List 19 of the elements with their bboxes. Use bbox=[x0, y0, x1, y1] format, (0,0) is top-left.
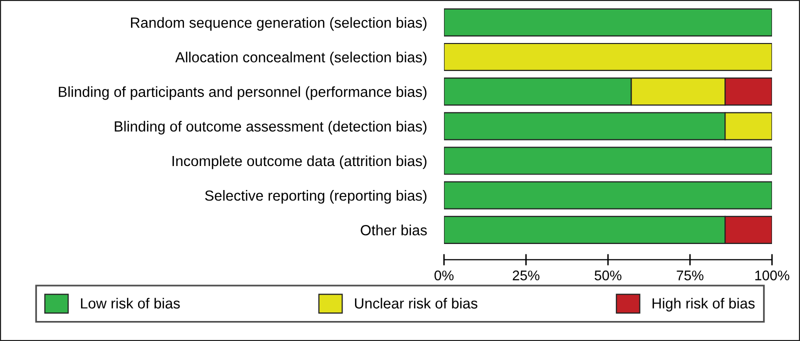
y-tick-label: Blinding of participants and personnel (performance bias) bbox=[58, 86, 426, 100]
legend-label: High risk of bias bbox=[652, 298, 755, 312]
x-tick-label: 0% bbox=[434, 270, 454, 280]
bar bbox=[444, 146, 772, 175]
y-tick-label: Incomplete outcome data (attrition bias) bbox=[172, 155, 426, 170]
x-tick-label: 100% bbox=[755, 270, 790, 280]
bar bbox=[444, 8, 772, 36]
x-tick-label: 75% bbox=[676, 270, 704, 280]
x-tick-label: 50% bbox=[594, 270, 622, 280]
y-tick-label: Other bias bbox=[360, 224, 427, 236]
y-tick-label: Selective reporting (reporting bias) bbox=[205, 190, 426, 204]
bar bbox=[444, 181, 772, 210]
legend-label: Low risk of bias bbox=[81, 298, 180, 309]
x-tick-label: 25% bbox=[512, 270, 540, 280]
bar bbox=[444, 42, 772, 72]
legend-label: Unclear risk of bias bbox=[355, 298, 478, 309]
y-tick-label: Allocation concealment (selection bias) bbox=[175, 52, 426, 66]
y-tick-label: Random sequence generation (selection bias) bbox=[131, 17, 426, 31]
y-tick-label: Blinding of outcome assessment (detection bias) bbox=[114, 120, 426, 134]
